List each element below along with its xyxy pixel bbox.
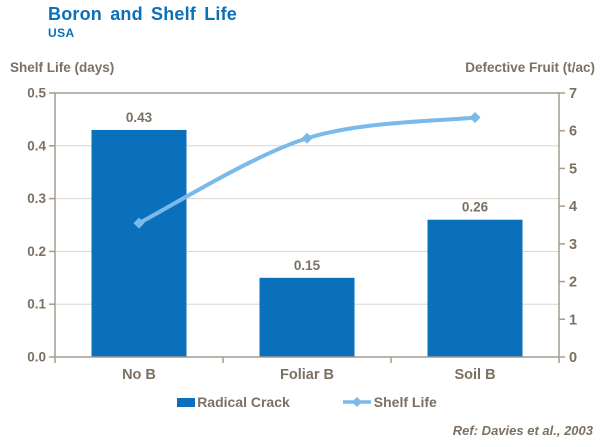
chart-subtitle: USA <box>48 26 75 40</box>
line-marker-icon <box>133 217 145 229</box>
bar-value-label: 0.26 <box>462 200 489 215</box>
legend: Radical Crack Shelf Life <box>55 392 559 412</box>
chart-title: Boron and Shelf Life <box>48 4 238 24</box>
legend-item-radical-crack: Radical Crack <box>177 394 290 410</box>
right-axis-tick-label: 1 <box>569 312 577 328</box>
right-axis-tick-label: 2 <box>569 275 577 291</box>
bar-soil-b <box>427 219 523 357</box>
bar-no-b <box>91 129 187 357</box>
reference-note: Ref: Davies et al., 2003 <box>452 423 593 438</box>
legend-item-shelf-life: Shelf Life <box>342 394 437 410</box>
left-axis-tick-label: 0.1 <box>27 297 46 312</box>
bar-value-label: 0.15 <box>294 258 321 273</box>
left-axis-tick-label: 0.3 <box>27 191 46 206</box>
legend-bar-swatch-icon <box>177 397 196 407</box>
bar-value-label: 0.43 <box>126 110 153 125</box>
bar-foliar-b <box>259 277 355 357</box>
left-axis-title: Shelf Life (days) <box>10 60 115 75</box>
right-axis-tick-label: 4 <box>569 199 577 215</box>
right-axis-tick-label: 7 <box>569 86 577 102</box>
right-axis-tick-label: 0 <box>569 350 577 366</box>
legend-label: Shelf Life <box>373 394 437 410</box>
left-axis-tick-label: 0.2 <box>27 244 46 259</box>
line-marker-icon <box>469 112 481 124</box>
plot-border <box>54 92 560 358</box>
x-category-label: No B <box>122 367 156 383</box>
right-axis-tick-label: 5 <box>569 161 577 177</box>
x-category-label: Foliar B <box>280 367 334 383</box>
left-axis-tick-label: 0.4 <box>27 138 46 153</box>
legend-line-swatch-icon <box>342 397 371 407</box>
x-category-label: Soil B <box>454 367 495 383</box>
left-axis-tick-label: 0.5 <box>27 86 46 101</box>
left-axis-tick-label: 0.0 <box>27 350 46 365</box>
right-axis-tick-label: 3 <box>569 237 577 253</box>
line-marker-icon <box>301 132 313 144</box>
right-axis-title: Defective Fruit (t/ac) <box>465 60 595 75</box>
legend-label: Radical Crack <box>197 394 290 410</box>
right-axis-tick-label: 6 <box>569 124 577 140</box>
